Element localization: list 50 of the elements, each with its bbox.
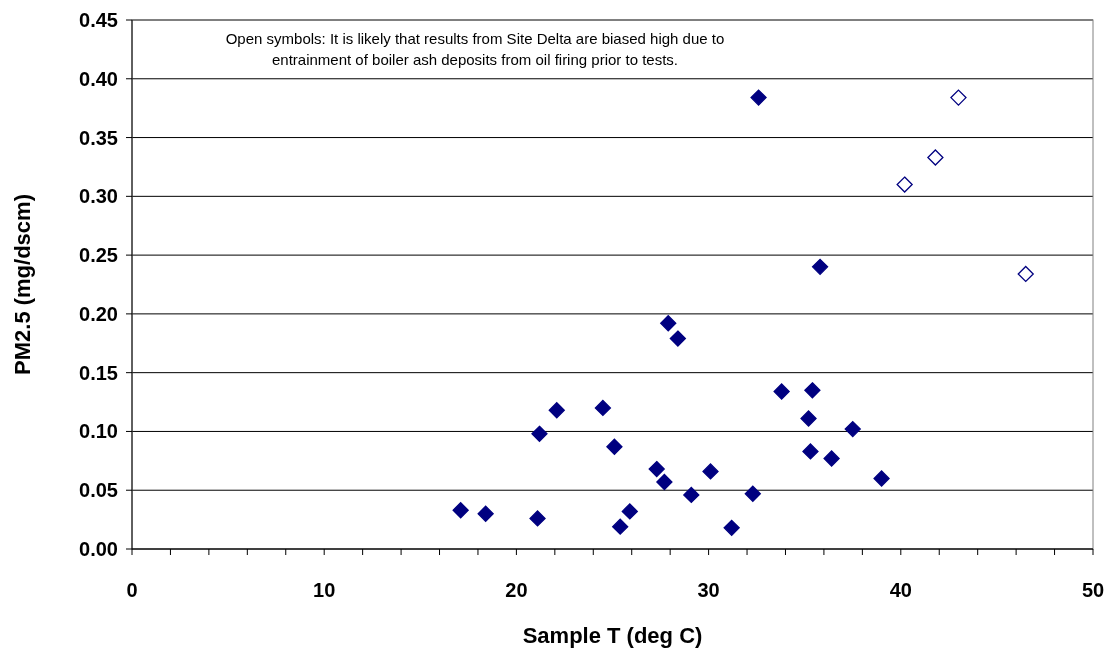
x-tick-label: 40 xyxy=(889,579,912,601)
point xyxy=(612,518,629,535)
point xyxy=(621,503,638,520)
point xyxy=(648,460,665,478)
point xyxy=(594,399,612,417)
point xyxy=(811,258,829,276)
x-tick-label: 50 xyxy=(1081,579,1105,601)
point xyxy=(773,383,790,400)
point xyxy=(927,149,944,166)
point xyxy=(744,485,761,502)
y-tick-label: 0.45 xyxy=(79,9,118,31)
point xyxy=(683,486,700,504)
point xyxy=(873,470,890,487)
point xyxy=(452,502,469,519)
point xyxy=(606,438,623,455)
x-axis-title: Sample T (deg C) xyxy=(522,623,703,648)
x-tick-label: 20 xyxy=(505,579,528,601)
point xyxy=(750,89,767,106)
point xyxy=(702,463,719,480)
y-tick-label: 0.05 xyxy=(79,479,118,502)
y-tick-label: 0.10 xyxy=(79,420,118,443)
point xyxy=(656,473,673,491)
point xyxy=(823,450,840,467)
y-tick-label: 0.35 xyxy=(79,126,118,149)
point xyxy=(723,519,740,536)
x-tick-label: 30 xyxy=(697,579,720,601)
x-tick-label: 0 xyxy=(126,579,138,601)
annotation: entrainment of boiler ash deposits from oil firing prior to tests. xyxy=(271,51,679,68)
y-tick-label: 0.20 xyxy=(79,302,118,325)
y-tick-label: 0.25 xyxy=(79,244,118,267)
point xyxy=(804,382,821,399)
annotation: Open symbols: It is likely that results from Site Delta are biased high due to xyxy=(225,30,725,47)
point xyxy=(802,443,819,460)
point xyxy=(844,420,861,438)
y-tick-label: 0.40 xyxy=(79,67,118,90)
point xyxy=(477,505,494,522)
point xyxy=(529,510,546,527)
x-tick-label: 10 xyxy=(313,579,336,601)
y-axis-title: PM2.5 (mg/dscm) xyxy=(10,194,35,375)
y-tick-label: 0.30 xyxy=(79,185,118,208)
point xyxy=(660,315,677,332)
point xyxy=(800,410,817,427)
y-tick-label: 0.15 xyxy=(79,361,118,384)
point xyxy=(1017,265,1034,283)
point xyxy=(548,402,565,419)
y-tick-label: 0.00 xyxy=(79,538,118,560)
point xyxy=(950,89,967,106)
point xyxy=(896,176,913,193)
point xyxy=(669,330,686,347)
point xyxy=(531,425,548,442)
